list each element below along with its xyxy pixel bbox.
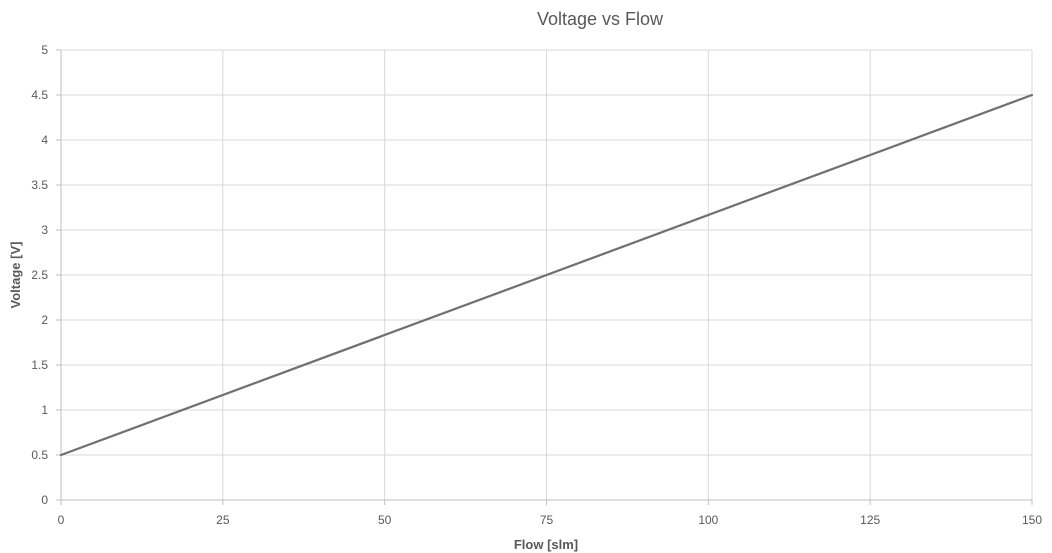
series-layer	[59, 93, 1034, 457]
x-tick-label: 0	[58, 513, 65, 527]
x-axis-title: Flow [slm]	[514, 537, 578, 552]
y-tick-label: 1.5	[31, 358, 48, 372]
y-tick-label: 3	[41, 223, 48, 237]
y-tick-label: 3.5	[31, 178, 48, 192]
y-tick-label: 2	[41, 313, 48, 327]
x-tick-label: 150	[1022, 513, 1042, 527]
y-tick-label: 0.5	[31, 448, 48, 462]
y-axis-title: Voltage [V]	[8, 242, 23, 309]
y-tick-label: 0	[41, 493, 48, 507]
y-tick-label: 1	[41, 403, 48, 417]
y-tick-label: 2.5	[31, 268, 48, 282]
x-tick-label: 75	[540, 513, 554, 527]
axes	[56, 49, 1033, 505]
x-tick-label: 50	[378, 513, 392, 527]
chart-title: Voltage vs Flow	[537, 9, 664, 29]
tick-labels: 00.511.522.533.544.550 25 50 75 100 125 150	[31, 43, 1042, 527]
x-tick-label: 25	[216, 513, 230, 527]
y-tick-label: 5	[41, 43, 48, 57]
x-tick-label: 100	[698, 513, 718, 527]
y-tick-label: 4	[41, 133, 48, 147]
series-line	[59, 93, 1034, 457]
x-tick-label: 125	[860, 513, 880, 527]
y-tick-label: 4.5	[31, 88, 48, 102]
